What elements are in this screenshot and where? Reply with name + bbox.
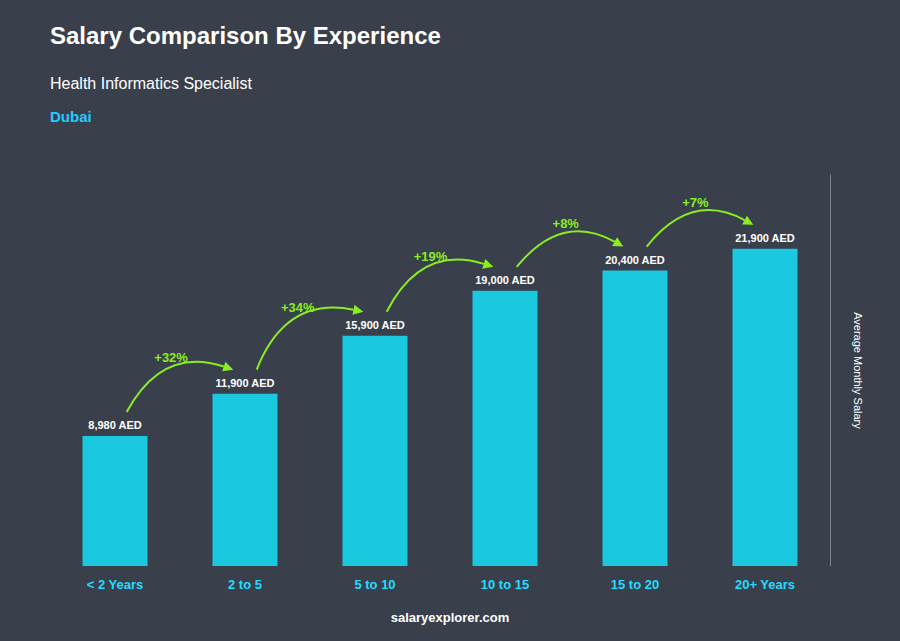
svg-text:Dubai: Dubai [50,108,92,125]
svg-text:5 to 10: 5 to 10 [354,577,395,592]
svg-text:20,400 AED: 20,400 AED [605,254,665,266]
svg-text:Average Monthly Salary: Average Monthly Salary [852,312,864,429]
svg-text:< 2 Years: < 2 Years [87,577,144,592]
svg-text:8,980 AED: 8,980 AED [88,419,141,431]
svg-text:15 to 20: 15 to 20 [611,577,659,592]
svg-text:20+ Years: 20+ Years [735,577,795,592]
svg-text:+19%: +19% [414,249,448,264]
svg-text:21,900 AED: 21,900 AED [735,232,795,244]
svg-text:19,000 AED: 19,000 AED [475,274,535,286]
svg-text:salaryexplorer.com: salaryexplorer.com [391,610,510,625]
svg-text:10 to 15: 10 to 15 [481,577,529,592]
svg-text:15,900 AED: 15,900 AED [345,319,405,331]
svg-text:2 to 5: 2 to 5 [228,577,262,592]
svg-text:+32%: +32% [154,350,188,365]
svg-text:+7%: +7% [682,195,709,210]
svg-text:+34%: +34% [281,300,315,315]
svg-text:11,900 AED: 11,900 AED [216,377,275,389]
svg-text:Salary Comparison By Experienc: Salary Comparison By Experience [50,22,441,49]
svg-text:Health Informatics Specialist: Health Informatics Specialist [50,75,252,92]
svg-text:+8%: +8% [553,216,580,231]
